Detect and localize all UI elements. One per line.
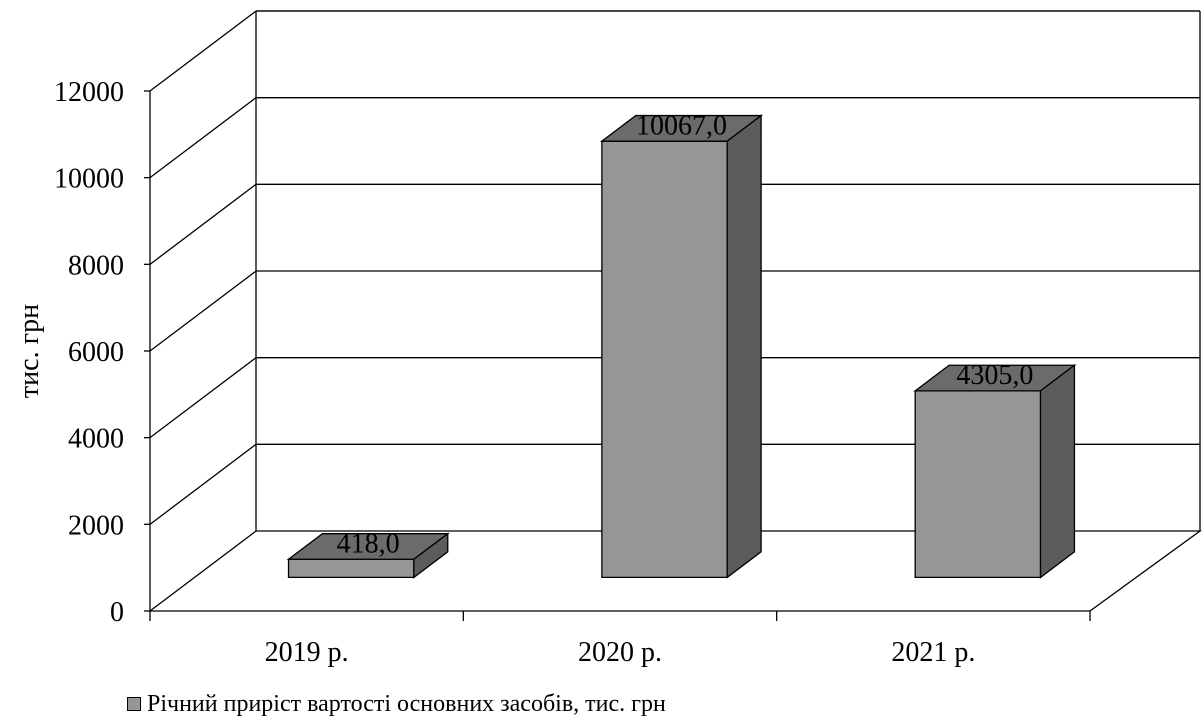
bar-front [287,558,415,579]
chart-axes: 0 2000 4000 6000 8000 10000 12000 тис. грн 2019 … [14,77,1091,668]
chart-legend: Річний приріст вартості основних засобів… [127,690,666,717]
y-axis-title: тис. грн [14,304,45,398]
y-tick-label: 0 [110,597,124,628]
legend-label: Річний приріст вартості основних засобів… [147,690,666,717]
x-tick-label: 2021 р. [891,637,975,668]
y-tick-label: 10000 [54,164,124,195]
data-label: 4305,0 [956,360,1033,391]
x-tick-label: 2020 р. [578,637,662,668]
gridline-side [149,270,257,352]
data-label: 10067,0 [636,110,727,141]
legend-swatch [127,697,141,711]
gridline-side [149,10,257,92]
gridline-side [149,443,257,525]
gridline-side [149,183,257,265]
y-tick-label: 6000 [68,337,124,368]
data-label: 418,0 [337,528,400,559]
x-tick-label: 2019 р. [265,637,349,668]
bar-side [726,114,762,579]
y-tick-label: 2000 [68,510,124,541]
y-tick-label: 12000 [54,77,124,108]
bar-side [1039,363,1076,579]
gridline-side [149,97,257,179]
bar-side [413,532,449,579]
bar-front [914,390,1042,579]
chart-bars [286,114,1077,579]
chart-labels: 418,0 10067,0 4305,0 [337,110,1034,559]
gridline-side [149,357,257,439]
y-tick-label: 8000 [68,250,124,281]
y-tick-label: 4000 [68,424,124,455]
bar-front [601,140,728,579]
